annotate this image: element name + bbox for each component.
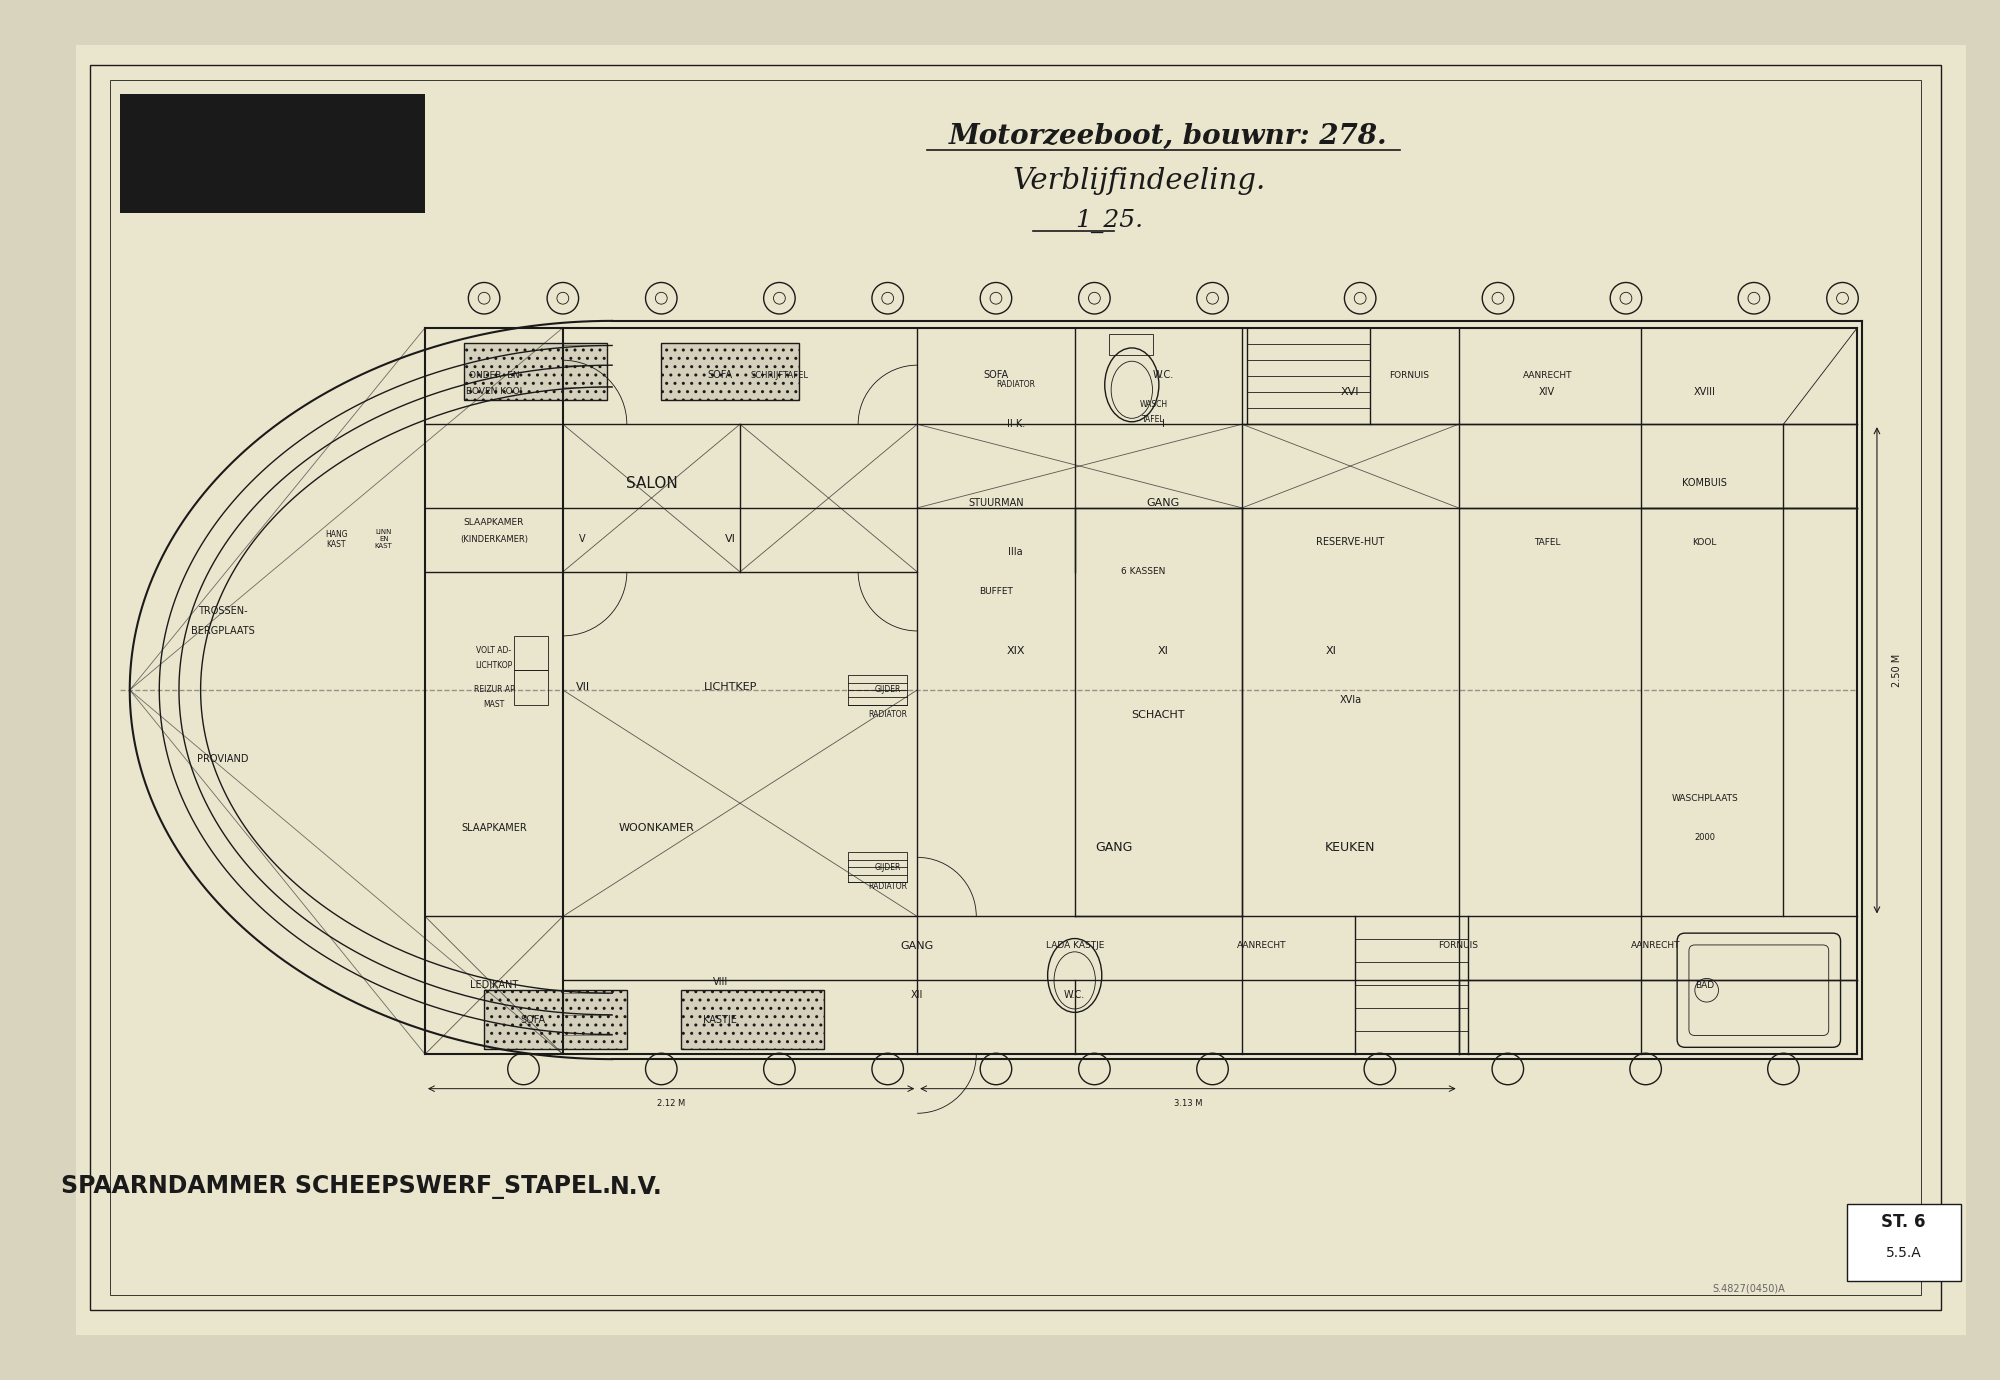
Text: S.4827(0450)A: S.4827(0450)A xyxy=(1712,1283,1786,1293)
Text: VI: VI xyxy=(724,534,736,544)
Bar xyxy=(680,991,824,1049)
Text: WASCHPLAATS: WASCHPLAATS xyxy=(1672,793,1738,803)
Text: GANG: GANG xyxy=(900,941,934,951)
Text: FORNUIS: FORNUIS xyxy=(1438,941,1478,951)
Text: SPAARNDAMMER SCHEEPSWERF_STAPEL.: SPAARNDAMMER SCHEEPSWERF_STAPEL. xyxy=(62,1176,612,1199)
Text: SCHRIJFTAFEL: SCHRIJFTAFEL xyxy=(750,370,808,380)
Text: LINN
EN
KAST: LINN EN KAST xyxy=(374,530,392,549)
Bar xyxy=(662,342,800,400)
Text: ONDER- EN: ONDER- EN xyxy=(468,370,520,380)
Text: 3.13 M: 3.13 M xyxy=(1174,1098,1202,1108)
Text: 2.12 M: 2.12 M xyxy=(658,1098,686,1108)
Text: VIII: VIII xyxy=(712,977,728,987)
Text: RADIATOR: RADIATOR xyxy=(868,882,908,891)
Text: VII: VII xyxy=(576,682,590,691)
Text: IIIa: IIIa xyxy=(1008,548,1022,558)
Text: SOFA: SOFA xyxy=(708,370,732,380)
Text: SLAAPKAMER: SLAAPKAMER xyxy=(462,822,526,832)
Text: FORNUIS: FORNUIS xyxy=(1390,370,1430,380)
Text: VOLT AD-: VOLT AD- xyxy=(476,646,512,656)
Text: XVI: XVI xyxy=(1342,386,1360,396)
Text: GANG: GANG xyxy=(1146,498,1180,508)
Bar xyxy=(514,636,548,671)
Text: N.V.: N.V. xyxy=(610,1176,664,1199)
Text: TAFEL: TAFEL xyxy=(1534,538,1560,546)
Text: RESERVE-HUT: RESERVE-HUT xyxy=(1316,537,1384,548)
Text: RADIATOR: RADIATOR xyxy=(996,381,1036,389)
Text: WASCH: WASCH xyxy=(1140,400,1168,408)
Text: GIJDER: GIJDER xyxy=(874,862,900,872)
Text: BERGPLAATS: BERGPLAATS xyxy=(192,627,256,636)
Text: BOVEN KOOI: BOVEN KOOI xyxy=(466,388,522,396)
Bar xyxy=(110,80,1922,1296)
Text: WOONKAMER: WOONKAMER xyxy=(618,822,694,832)
Text: BUFFET: BUFFET xyxy=(980,586,1012,596)
Text: AANRECHT: AANRECHT xyxy=(1630,941,1680,951)
Text: HANG
KAST: HANG KAST xyxy=(326,530,348,549)
Text: V: V xyxy=(580,534,586,544)
Text: AANRECHT: AANRECHT xyxy=(1236,941,1286,951)
Text: LICHTKEP: LICHTKEP xyxy=(704,682,756,691)
Text: KASTJE: KASTJE xyxy=(704,1014,738,1025)
Text: XII: XII xyxy=(912,989,924,1000)
Text: KEUKEN: KEUKEN xyxy=(1326,840,1376,854)
Text: XVIa: XVIa xyxy=(1340,696,1362,705)
Text: BAD: BAD xyxy=(1696,981,1714,989)
Bar xyxy=(1848,1203,1960,1281)
Text: 5.5.A: 5.5.A xyxy=(1886,1246,1922,1260)
Text: SALON: SALON xyxy=(626,476,678,491)
Text: MAST: MAST xyxy=(484,700,504,709)
Text: W.C.: W.C. xyxy=(1152,370,1174,380)
Text: LEDIKANT: LEDIKANT xyxy=(470,980,518,991)
Text: XI: XI xyxy=(1326,646,1336,656)
Text: Motorzeeboot, bouwnr: 278.: Motorzeeboot, bouwnr: 278. xyxy=(948,123,1388,150)
Text: GANG: GANG xyxy=(1096,840,1132,854)
Text: 6 KASSEN: 6 KASSEN xyxy=(1122,567,1166,577)
Text: SOFA: SOFA xyxy=(984,370,1008,380)
Text: Verblijfindeeling.: Verblijfindeeling. xyxy=(1012,167,1266,195)
Text: AANRECHT: AANRECHT xyxy=(1522,370,1572,380)
Text: 1_25.: 1_25. xyxy=(1076,208,1144,233)
Text: (KINDERKAMER): (KINDERKAMER) xyxy=(460,535,528,544)
Bar xyxy=(1110,334,1154,355)
Text: LICHTKOP: LICHTKOP xyxy=(476,661,512,669)
Bar xyxy=(514,671,548,705)
Bar xyxy=(120,94,426,213)
Text: GIJDER: GIJDER xyxy=(874,686,900,694)
Text: STUURMAN: STUURMAN xyxy=(968,498,1024,508)
Text: LADA KASTJE: LADA KASTJE xyxy=(1046,941,1104,951)
Text: W.C.: W.C. xyxy=(1064,989,1086,1000)
Text: KOOL: KOOL xyxy=(1692,538,1716,546)
Bar xyxy=(484,991,626,1049)
Text: REIZUR AP: REIZUR AP xyxy=(474,686,514,694)
Text: XVIII: XVIII xyxy=(1694,386,1716,396)
Text: SOFA: SOFA xyxy=(520,1014,546,1025)
Text: PROVIAND: PROVIAND xyxy=(198,753,248,765)
Text: ST. 6: ST. 6 xyxy=(1882,1213,1926,1231)
Text: XI: XI xyxy=(1158,646,1168,656)
Text: TAFEL: TAFEL xyxy=(1142,415,1164,424)
Text: II K.: II K. xyxy=(1006,420,1024,429)
Text: SCHACHT: SCHACHT xyxy=(1132,709,1186,719)
Text: RADIATOR: RADIATOR xyxy=(868,711,908,719)
Text: KOMBUIS: KOMBUIS xyxy=(1682,479,1728,489)
Bar xyxy=(464,342,608,400)
Text: I: I xyxy=(1162,420,1164,429)
Text: 2000: 2000 xyxy=(1694,834,1716,842)
Text: SLAAPKAMER: SLAAPKAMER xyxy=(464,518,524,527)
Text: TROSSEN-: TROSSEN- xyxy=(198,606,248,617)
Text: XIV: XIV xyxy=(1540,386,1556,396)
Text: XIX: XIX xyxy=(1006,646,1024,656)
Text: 2.50 M: 2.50 M xyxy=(1892,654,1902,687)
